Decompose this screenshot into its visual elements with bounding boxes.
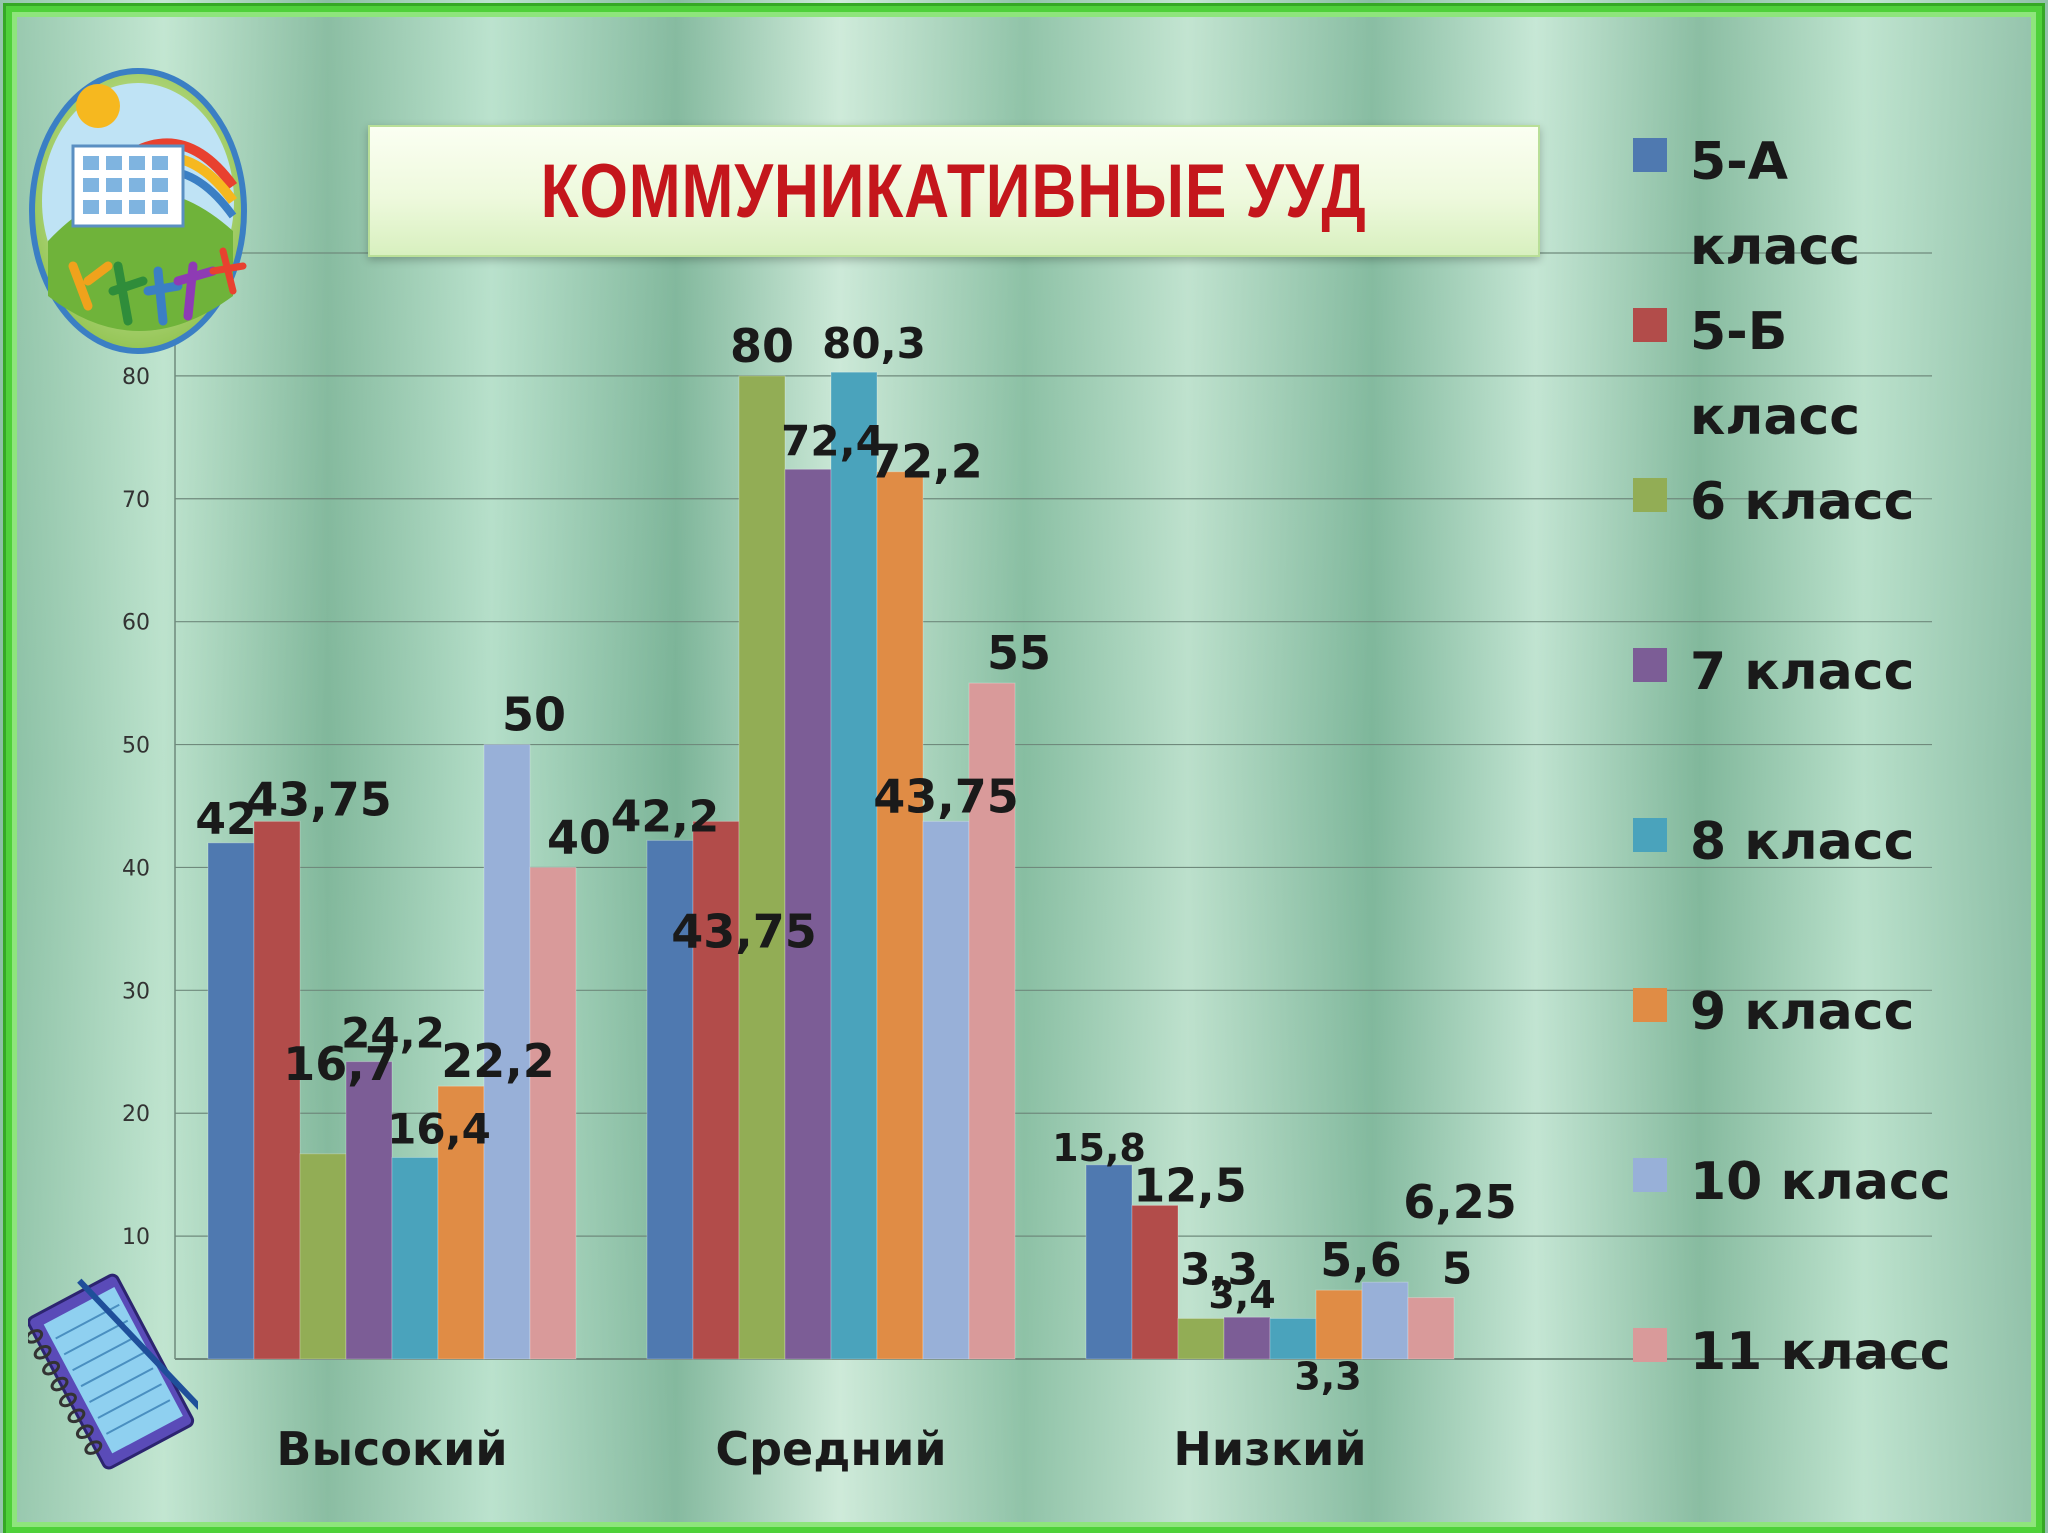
data-label: 43,75 [873, 769, 1019, 823]
data-label: 80 [730, 319, 794, 373]
data-label: 80,3 [822, 319, 926, 368]
bar [922, 820, 970, 1360]
bar [968, 682, 1016, 1360]
data-label: 12,5 [1133, 1158, 1247, 1212]
bar [738, 375, 786, 1360]
bar [1407, 1297, 1455, 1360]
category-label: Низкий [1173, 1422, 1366, 1476]
bar [830, 371, 878, 1360]
legend-label: 9 класс [1690, 982, 1915, 1042]
legend-label: 11 класс [1690, 1322, 1951, 1382]
bar [207, 842, 255, 1360]
data-label: 15,8 [1052, 1126, 1146, 1170]
bar [1085, 1164, 1133, 1360]
data-label: 40 [547, 810, 611, 864]
legend-label: 5-А класс [1690, 132, 1861, 277]
data-label: 50 [502, 688, 566, 742]
legend-swatch [1633, 648, 1667, 682]
title-box: КОММУНИКАТИВНЫЕ УУД [368, 125, 1540, 257]
bar [529, 866, 577, 1360]
data-label: 5 [1442, 1244, 1473, 1295]
legend-swatch [1633, 308, 1667, 342]
legend-swatch [1633, 988, 1667, 1022]
data-label: 16,7 [283, 1037, 397, 1091]
legend-label: 7 класс [1690, 642, 1915, 702]
y-tick-label: 40 [122, 856, 150, 881]
data-label: 55 [987, 626, 1051, 680]
bar [1177, 1317, 1225, 1360]
legend-label: 6 класс [1690, 472, 1915, 532]
y-tick-label: 50 [122, 734, 150, 759]
bar [784, 468, 832, 1360]
data-label: 5,6 [1320, 1233, 1402, 1287]
school-logo-icon [29, 68, 247, 354]
data-label: 3,3 [1294, 1354, 1361, 1398]
legend-label: 8 класс [1690, 812, 1915, 872]
bar [1131, 1204, 1179, 1360]
bar [391, 1156, 439, 1360]
legend-swatch [1633, 1158, 1667, 1192]
chart-title: КОММУНИКАТИВНЫЕ УУД [541, 148, 1367, 234]
data-label: 42,2 [611, 791, 720, 842]
y-tick-label: 60 [122, 611, 150, 636]
data-label: 3,3 [1180, 1244, 1258, 1295]
bar [345, 1061, 393, 1360]
category-label: Высокий [276, 1422, 507, 1476]
y-axis-ticks: 0102030405060708090 [122, 242, 150, 1373]
data-label: 43,75 [246, 772, 392, 826]
y-tick-label: 70 [122, 488, 150, 513]
y-tick-label: 30 [122, 979, 150, 1004]
bar [646, 839, 694, 1360]
y-tick-label: 20 [122, 1102, 150, 1127]
legend-swatch [1633, 1328, 1667, 1362]
y-tick-label: 80 [122, 365, 150, 390]
bars [207, 371, 1455, 1360]
bar [1361, 1281, 1409, 1360]
notebook-icon [28, 1273, 198, 1470]
y-tick-label: 10 [122, 1225, 150, 1250]
data-label: 3,4 [1208, 1273, 1275, 1317]
bar [253, 820, 301, 1360]
data-label: 16,4 [387, 1104, 491, 1153]
bar [1223, 1316, 1271, 1360]
data-label: 43,75 [671, 904, 817, 958]
bar [299, 1153, 347, 1360]
legend-swatch [1633, 818, 1667, 852]
data-label: 72,4 [781, 416, 885, 465]
data-label: 72,2 [869, 435, 983, 489]
category-labels: Высокий Средний Низкий [276, 1422, 1366, 1476]
legend-swatch [1633, 478, 1667, 512]
legend-label: 5-Б класс [1690, 302, 1861, 447]
legend-label: 10 класс [1690, 1152, 1951, 1212]
bar [692, 820, 740, 1360]
data-label: 6,25 [1403, 1175, 1517, 1229]
bar [1315, 1289, 1363, 1360]
data-label: 24,2 [341, 1009, 445, 1058]
data-label: 42 [195, 794, 256, 845]
data-label: 22,2 [441, 1034, 555, 1088]
bar [1269, 1317, 1317, 1360]
data-labels: 42 42,2 15,8 43,75 43,75 12,5 16,7 80 3,3 24,2 72,… [195, 319, 1516, 1399]
category-label: Средний [715, 1422, 946, 1476]
bar [876, 471, 924, 1360]
legend-swatch [1633, 138, 1667, 172]
